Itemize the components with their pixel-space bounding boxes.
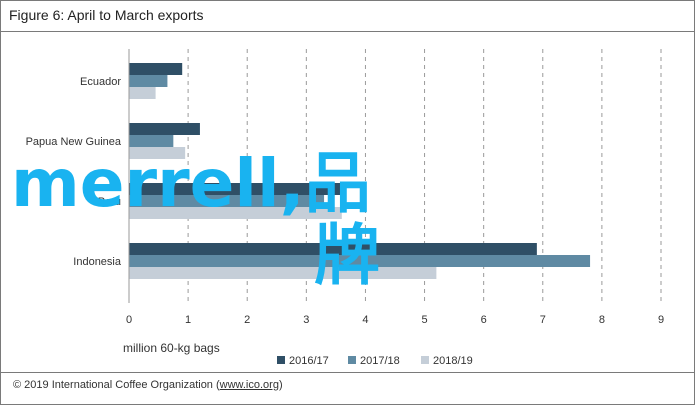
legend-label: 2016/17 [289,355,329,367]
y-category-label: Peru [98,196,121,208]
bar [129,255,591,267]
overlay-text-line1: merrell,品 [11,145,371,222]
x-tick-label: 2 [244,314,250,326]
x-tick-label: 4 [362,314,368,326]
bar [129,87,156,99]
y-category-label: Indonesia [73,256,122,268]
bar [129,183,342,195]
bar [129,147,186,159]
bar [129,267,437,279]
y-category-label: Papua New Guinea [26,136,122,148]
bar [129,123,200,135]
bar [129,195,325,207]
x-tick-label: 8 [599,314,605,326]
x-tick-label: 9 [658,314,664,326]
bar [129,63,183,75]
x-tick-label: 5 [421,314,427,326]
overlay-text-line2: 牌 [314,217,380,294]
legend-label: 2017/18 [360,355,400,367]
title-bar: Figure 6: April to March exports [1,1,694,32]
x-tick-label: 7 [540,314,546,326]
copyright-credit: © 2019 International Coffee Organization… [13,379,283,391]
chart-title: Figure 6: April to March exports [9,7,204,23]
legend-swatch [421,356,429,364]
legend-swatch [348,356,356,364]
bar [129,135,174,147]
legend-swatch [277,356,285,364]
bar [129,207,342,219]
x-axis-title: million 60-kg bags [123,341,220,355]
footer-divider [1,372,694,373]
x-tick-label: 0 [126,314,132,326]
y-category-label: Ecuador [80,76,121,88]
x-tick-label: 3 [303,314,309,326]
credit-prefix: © 2019 International Coffee Organization… [13,379,220,391]
credit-suffix: ) [278,379,283,391]
bar [129,243,537,255]
bar [129,75,168,87]
x-tick-label: 6 [481,314,487,326]
x-tick-label: 1 [185,314,191,326]
credit-link[interactable]: www.ico.org [219,379,279,391]
legend-label: 2018/19 [433,355,473,367]
